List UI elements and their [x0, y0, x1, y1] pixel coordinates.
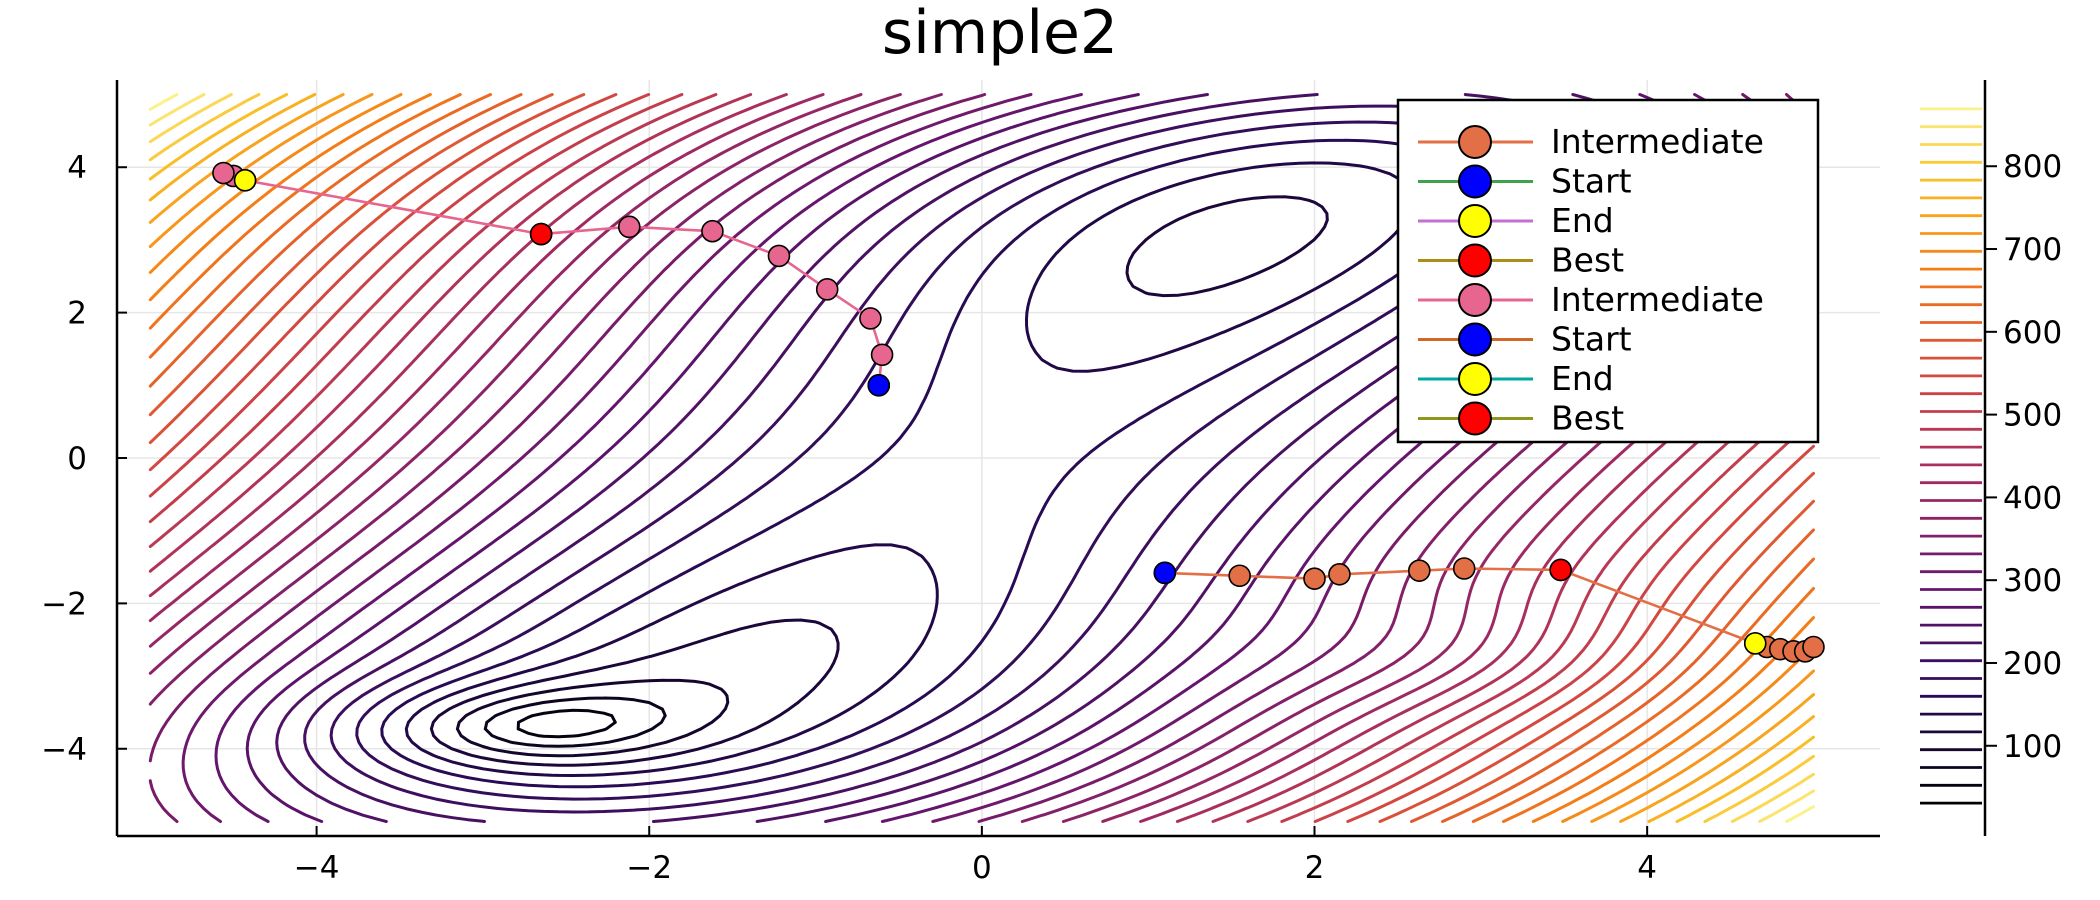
contour-level [404, 161, 1415, 777]
legend-marker [1458, 322, 1492, 357]
end-point [1743, 632, 1767, 655]
legend-label: End [1551, 359, 1614, 398]
legend-marker [1458, 283, 1492, 317]
legend-entry: Best [1418, 399, 1624, 438]
contour-level [455, 678, 730, 758]
legend-label: End [1551, 201, 1614, 240]
x-tick-labels: −4 −2 0 2 4 [294, 826, 1657, 886]
colorbar-tick-label: 500 [2003, 398, 2062, 434]
legend-label: Start [1551, 320, 1632, 359]
intermediate-point [870, 343, 894, 367]
y-tick-label: 0 [67, 441, 87, 477]
colorbar-tick-label: 800 [2003, 149, 2062, 185]
contour-level [148, 93, 1815, 823]
legend-label: Best [1551, 241, 1624, 280]
contour-level [148, 93, 1815, 823]
contour-level [148, 93, 1815, 823]
y-tick-label: 4 [67, 150, 87, 186]
optimizer-paths [212, 161, 1825, 663]
legend-marker [1458, 401, 1492, 436]
best-point [529, 222, 553, 246]
contour-level [148, 93, 1815, 823]
x-tick-label: 4 [1637, 850, 1657, 886]
contour-level [148, 93, 1815, 823]
optimizer-path-1 [1153, 557, 1825, 663]
contour-level [148, 93, 1815, 823]
contour-level [148, 93, 1815, 823]
colorbar-tick-label: 600 [2003, 315, 2062, 351]
legend-marker [1458, 362, 1492, 396]
contour-level [148, 93, 1815, 823]
intermediate-point [617, 215, 641, 239]
legend-marker [1458, 204, 1492, 238]
intermediate-point [212, 161, 235, 185]
colorbar-tick-label: 700 [2003, 232, 2062, 268]
colorbar-tick-label: 300 [2003, 563, 2062, 599]
intermediate-point [701, 219, 724, 243]
y-tick-label: −4 [41, 732, 87, 768]
intermediate-point [1407, 559, 1431, 582]
x-tick-label: −2 [626, 850, 672, 886]
intermediate-point [767, 244, 791, 268]
contour-level [429, 195, 1329, 767]
contour-level [148, 93, 1815, 823]
chart-title: simple2 [882, 0, 1118, 68]
contour-level [148, 93, 1815, 823]
contour-level [516, 708, 617, 739]
contour-level [483, 696, 667, 748]
legend-entry: End [1418, 201, 1614, 240]
contour-level [148, 93, 1815, 823]
intermediate-point [1303, 567, 1326, 590]
y-tick-label: 2 [67, 296, 87, 332]
legend-entry: Start [1418, 162, 1632, 201]
contour-level [148, 93, 1815, 823]
intermediate-point [815, 278, 839, 301]
intermediate-point [1802, 635, 1825, 659]
legend-label: Best [1551, 399, 1624, 438]
x-tick-label: 2 [1305, 850, 1325, 886]
best-point [1549, 558, 1572, 582]
colorbar-tick-label: 400 [2003, 480, 2062, 516]
x-tick-label: 0 [972, 850, 992, 886]
contour-level [148, 93, 1815, 823]
legend: IntermediateStartEndBestIntermediateStar… [1396, 98, 1820, 444]
intermediate-point [1452, 557, 1476, 580]
contour-level [329, 104, 1577, 814]
colorbar: 100 200 300 400 500 600 700 800 [1920, 80, 2062, 836]
end-point [233, 169, 257, 192]
contour-level [148, 93, 1815, 823]
optimizer-path-2 [212, 161, 894, 397]
contour-level [148, 93, 1815, 823]
start-point [867, 374, 891, 397]
legend-entry: Best [1418, 241, 1624, 280]
legend-label: Intermediate [1551, 280, 1764, 319]
y-tick-labels: −4 −2 0 2 4 [41, 150, 127, 768]
intermediate-point [859, 307, 882, 330]
legend-marker [1458, 243, 1492, 278]
intermediate-point [1328, 563, 1351, 586]
legend-entry: Intermediate [1418, 122, 1764, 161]
start-point [1153, 561, 1177, 585]
legend-marker [1458, 125, 1492, 159]
x-tick-label: −4 [294, 850, 340, 886]
colorbar-tick-label: 100 [2003, 729, 2062, 765]
legend-entry: End [1418, 359, 1614, 398]
contour-level [148, 93, 1815, 823]
contour-level [148, 93, 1815, 823]
y-tick-label: −2 [41, 586, 87, 622]
colorbar-tick-label: 200 [2003, 646, 2062, 682]
legend-entry: Intermediate [1418, 280, 1764, 319]
intermediate-point [1228, 564, 1251, 588]
legend-entry: Start [1418, 320, 1632, 359]
legend-marker [1458, 164, 1492, 199]
legend-label: Intermediate [1551, 122, 1764, 161]
legend-label: Start [1551, 162, 1632, 201]
